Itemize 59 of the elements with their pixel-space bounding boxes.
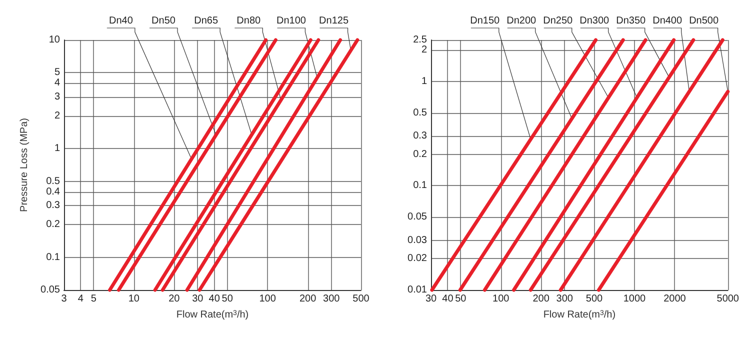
y-tick-label: 0.3	[413, 130, 428, 142]
x-tick-label: 1000	[623, 294, 646, 304]
x-tick-label: 50	[222, 294, 234, 304]
annotation: Dn500	[689, 16, 719, 26]
x-tick-label: 10	[128, 294, 140, 304]
x-tick-label: 4	[78, 294, 84, 304]
y-tick-label: 0.4	[46, 186, 60, 198]
y-tick-label: 2	[421, 44, 428, 56]
annotation: Dn100	[276, 16, 306, 26]
y-tick-label: 2.5	[413, 34, 428, 46]
annotation: Dn150	[470, 16, 500, 26]
y-tick-label: 0.5	[46, 176, 60, 187]
x-tick-label: 300	[556, 294, 574, 304]
x-tick-label: 40	[208, 294, 220, 304]
annotation: Dn50	[152, 16, 176, 26]
annotation: Dn300	[580, 16, 610, 26]
y-tick-label: 0.01	[408, 284, 428, 296]
y-tick-label: 0.05	[408, 212, 428, 223]
x-tick-label: 500	[352, 294, 370, 304]
y-tick-label: 0.05	[40, 284, 60, 296]
x-tick-label: 5	[90, 294, 97, 304]
x-tick-label: 40	[442, 294, 454, 304]
annotation: Dn350	[616, 16, 646, 26]
y-tick-label: 0.2	[413, 148, 428, 160]
x-tick-label: 300	[323, 294, 340, 304]
x-tick-label: 3	[61, 294, 68, 304]
y-tick-label: 0.02	[408, 253, 428, 264]
y-tick-label: 1	[421, 76, 428, 87]
x-tick-label: 200	[299, 294, 317, 304]
y-tick-label: 0.3	[46, 200, 60, 211]
x-tick-label: 500	[586, 294, 604, 304]
annotation: Dn400	[652, 16, 682, 26]
x-tick-label: 5000	[716, 294, 740, 304]
x-tick-label: 100	[259, 294, 276, 304]
y-tick-label: 5	[54, 67, 60, 78]
annotation: Dn65	[194, 16, 218, 26]
annotation: Dn125	[319, 16, 349, 26]
y-tick-label: 0.2	[46, 219, 60, 230]
y-tick-label: 0.1	[413, 180, 428, 192]
x-tick-label: 200	[532, 294, 550, 304]
annotation: Dn200	[506, 16, 537, 26]
y-tick-label: 3	[54, 91, 60, 102]
x-tick-label: 50	[455, 294, 467, 304]
y-tick-label: 2	[54, 110, 60, 122]
x-tick-label: 100	[492, 294, 510, 304]
y-axis-title: Pressure Loss (MPa)	[19, 118, 30, 212]
y-tick-label: 4	[54, 78, 60, 89]
x-tick-label: 30	[425, 294, 437, 304]
y-tick-label: 0.5	[413, 107, 428, 118]
x-tick-label: 30	[192, 294, 204, 304]
y-tick-label: 0.1	[46, 252, 60, 263]
annotation: Dn40	[108, 16, 134, 26]
y-tick-label: 1	[54, 143, 60, 154]
x-tick-label: 2000	[664, 294, 686, 304]
annotation: Dn80	[236, 16, 262, 26]
y-tick-label: 0.03	[408, 234, 428, 246]
annotation: Dn250	[543, 16, 574, 26]
y-tick-label: 10	[48, 34, 60, 46]
x-tick-label: 20	[168, 294, 180, 304]
